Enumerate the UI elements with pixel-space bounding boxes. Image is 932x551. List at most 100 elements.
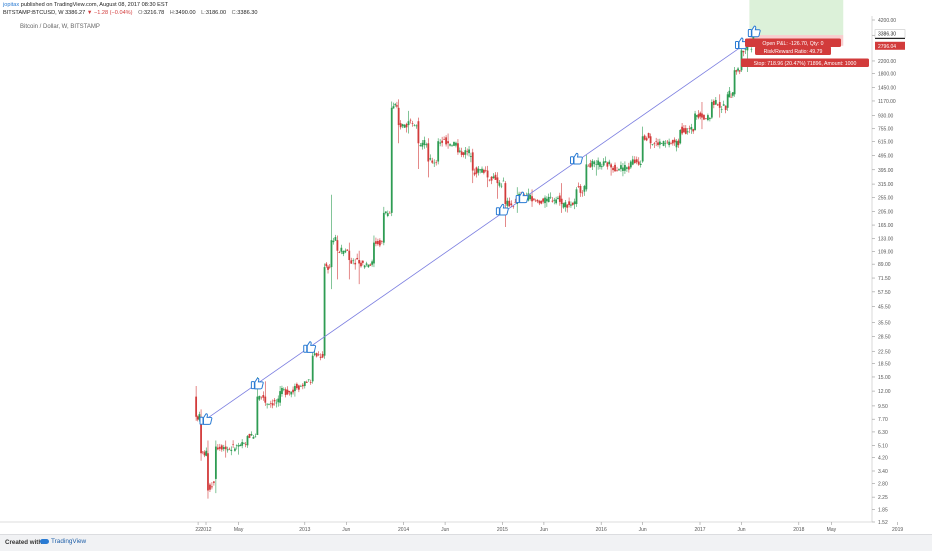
candle-body (645, 138, 648, 141)
tradingview-brand[interactable]: TradingView (40, 538, 86, 545)
candle-body (348, 250, 351, 261)
candle-body (254, 436, 257, 438)
candle-body (484, 170, 487, 171)
candle-body (670, 143, 672, 144)
thumbs-up-icon[interactable] (303, 341, 317, 353)
candle-body (564, 202, 567, 208)
candle-body (427, 143, 430, 162)
candle-body (666, 141, 669, 143)
candle-body (532, 198, 535, 200)
candle-body (481, 168, 483, 173)
candle-body (411, 123, 414, 124)
x-tick-label: May (234, 527, 244, 533)
candle-body (307, 379, 310, 381)
candle-body (744, 49, 747, 50)
candle-body (367, 264, 370, 268)
candle-body (268, 404, 270, 406)
candle-body (397, 107, 400, 126)
candle-body (344, 250, 347, 253)
candle-body (407, 121, 410, 126)
symbol-label[interactable]: BITSTAMP:BTCUSD, W (3, 10, 64, 16)
x-tick-label: 2013 (299, 527, 310, 533)
candle-body (570, 204, 572, 206)
candle-body (425, 144, 428, 146)
candle-body (433, 162, 436, 164)
y-tick-label: 28.50 (878, 334, 891, 340)
candle-body (512, 206, 515, 207)
y-tick-label: 1.85 (878, 508, 888, 514)
candle-body (399, 123, 402, 128)
candle-body (273, 399, 276, 402)
candle-body (286, 389, 289, 395)
candle-body (599, 162, 601, 167)
candle-body (701, 113, 703, 118)
candle-body (282, 389, 285, 390)
candle-body (597, 160, 600, 166)
x-tick-label: 2019 (892, 527, 903, 533)
candle-body (695, 115, 698, 117)
open-label: O: (138, 10, 144, 16)
y-tick-label: 2.25 (878, 495, 888, 501)
y-tick-label: 109.00 (878, 249, 894, 255)
y-tick-label: 18.50 (878, 362, 891, 368)
candle-body (518, 193, 520, 197)
candle-body (413, 124, 416, 126)
candle-body (243, 443, 245, 444)
candle-body (403, 124, 406, 128)
candle-body (313, 353, 316, 355)
candle-body (593, 161, 596, 165)
candle-body (396, 105, 398, 107)
candle-body (508, 200, 511, 207)
candle-body (703, 115, 705, 120)
candle-body (468, 149, 470, 154)
candle-body (677, 140, 680, 146)
y-tick-label: 2200.00 (878, 59, 896, 65)
candle-body (250, 433, 253, 436)
high-label: H: (169, 10, 176, 16)
thumbs-up-icon[interactable] (747, 25, 761, 38)
thumbs-up-icon[interactable] (570, 152, 583, 165)
y-tick-label: 5.10 (878, 443, 888, 449)
candle-body (386, 213, 389, 217)
thumbs-up-icon[interactable] (199, 413, 213, 425)
candle-body (671, 140, 674, 144)
candle-body (380, 241, 383, 242)
author-name[interactable]: jopitax (3, 2, 20, 8)
x-tick-label: Jun (737, 527, 745, 533)
candle-body (281, 387, 283, 395)
candle-body (606, 162, 609, 167)
price-label-bg (875, 41, 905, 50)
thumbs-up-icon[interactable] (495, 203, 509, 216)
price-chart[interactable]: 4200.003300.002200.001800.001450.001170.… (0, 0, 932, 534)
candle-body (710, 102, 713, 118)
candle-body (431, 160, 434, 163)
candle-body (352, 260, 355, 262)
candle-body (500, 185, 503, 187)
thumbs-up-icon[interactable] (250, 377, 264, 390)
candle-body (226, 449, 229, 451)
candle-body (228, 448, 231, 450)
candle-body (553, 199, 556, 201)
candle-body (405, 123, 408, 128)
y-tick-label: 755.00 (878, 127, 894, 133)
candle-body (230, 449, 233, 452)
candle-body (466, 151, 469, 152)
candle-body (496, 177, 499, 184)
candle-body (624, 165, 626, 171)
candle-body (662, 141, 665, 146)
candle-body (737, 68, 739, 71)
y-tick-label: 9.50 (878, 404, 888, 410)
candle-body (679, 129, 682, 144)
x-tick-label: 2017 (694, 527, 705, 533)
profit-zone[interactable] (749, 0, 844, 36)
candle-body (536, 199, 539, 202)
candle-body (294, 386, 296, 392)
candle-body (453, 142, 455, 146)
candle-body (356, 257, 359, 260)
thumbs-up-icon[interactable] (515, 191, 529, 204)
candle-body (224, 446, 227, 450)
candle-body (455, 142, 457, 146)
trendline[interactable] (205, 44, 745, 420)
y-tick-label: 35.50 (878, 320, 891, 326)
candle-body (390, 107, 393, 213)
